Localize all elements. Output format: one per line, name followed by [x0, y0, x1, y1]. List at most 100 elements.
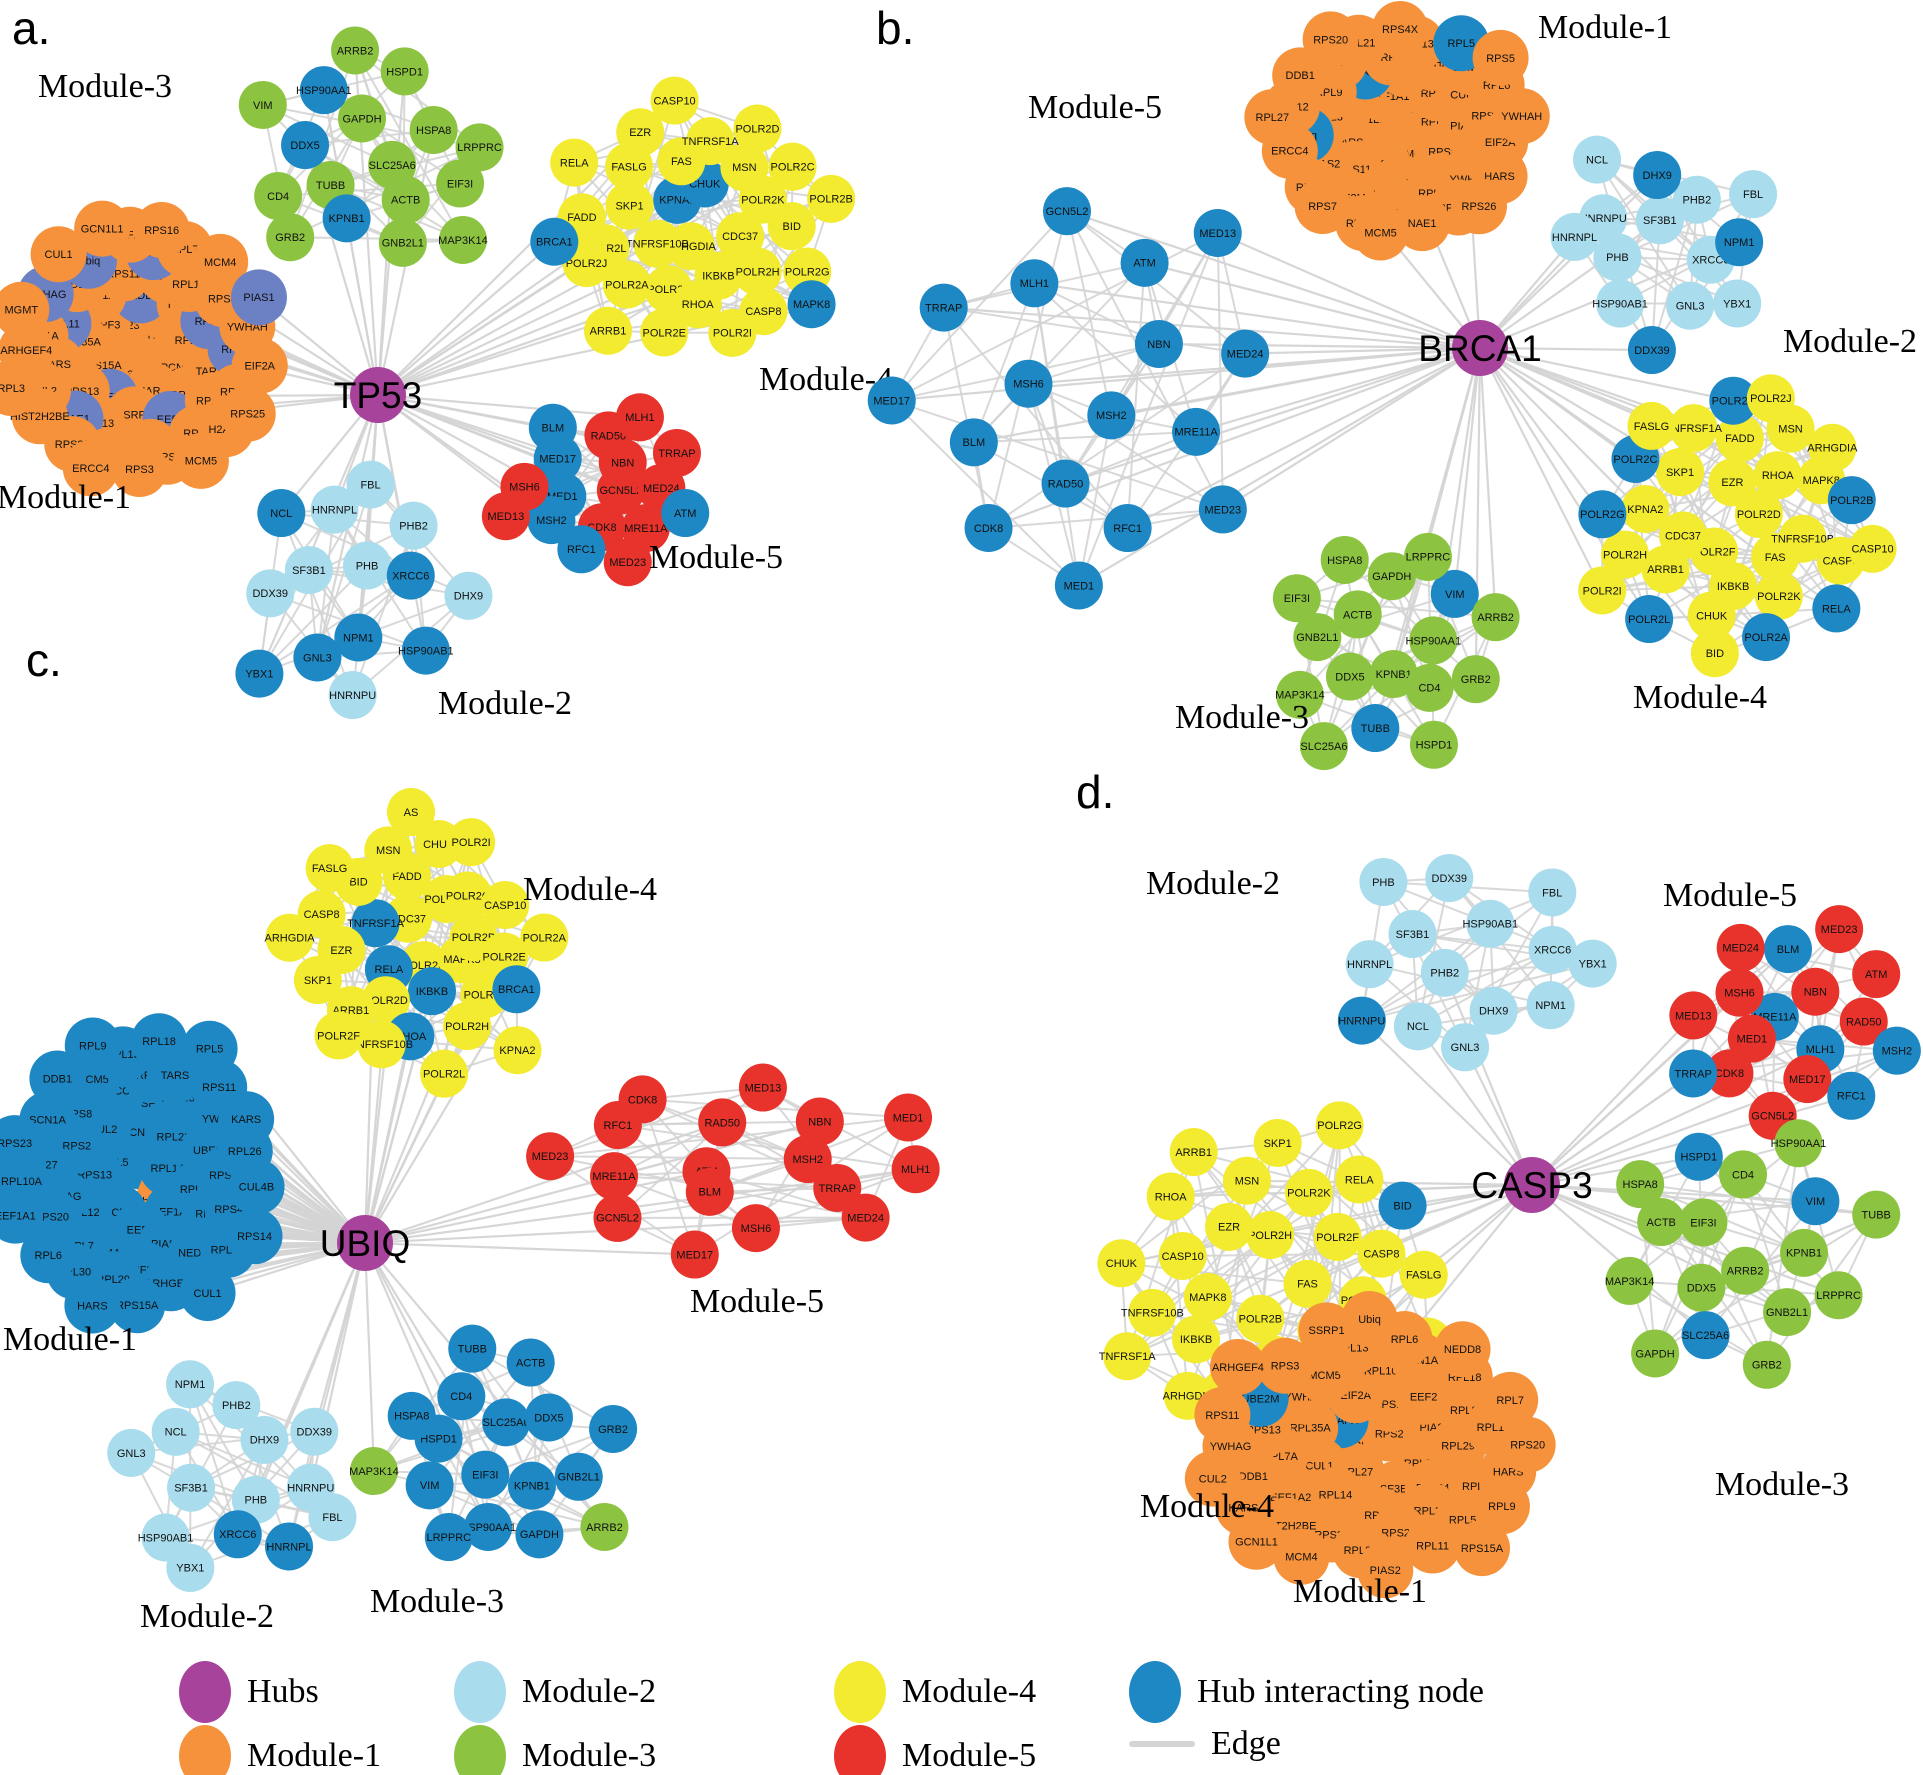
edge-line [1343, 559, 1377, 729]
legend-label: Module-4 [902, 1673, 1037, 1710]
gene-node [1041, 459, 1090, 508]
gene-label: MAP3K14 [1605, 1276, 1655, 1288]
gene-label: MRE11A [1174, 427, 1218, 439]
gene-node [492, 965, 541, 1014]
gene-node [1257, 1337, 1314, 1394]
gene-node [386, 551, 435, 600]
gene-node [1791, 1177, 1840, 1226]
gene-label: NCL [165, 1427, 187, 1439]
gene-label: DHX9 [1643, 170, 1672, 182]
gene-node [1716, 923, 1765, 972]
edge-line [428, 1361, 532, 1486]
gene-node [111, 441, 168, 498]
gene-label: IKBKB [1180, 1334, 1212, 1346]
gene-node [507, 1461, 556, 1510]
gene-label: MCM5 [185, 456, 217, 468]
gene-label: TNFRSF10B [1771, 534, 1834, 546]
gene-label: SF3B1 [1643, 215, 1677, 227]
gene-label: CASP8 [745, 306, 781, 318]
gene-node [290, 1407, 339, 1456]
gene-label: MED24 [643, 483, 680, 495]
gene-node [527, 496, 576, 545]
gene-label: GRB2 [275, 232, 305, 244]
edge-line [1126, 262, 1146, 529]
legend-label: Module-1 [247, 1737, 382, 1774]
hub-node [350, 367, 406, 423]
gene-node [1815, 905, 1864, 954]
gene-node [1103, 1332, 1152, 1381]
gene-label: TNFRSF1A [347, 918, 405, 930]
gene-label: MED23 [609, 557, 646, 569]
gene-node [351, 899, 400, 948]
gene-node [447, 818, 496, 867]
edge-line [1650, 199, 1698, 351]
gene-label: HSPD1 [386, 66, 423, 78]
hub-edge [1531, 1014, 1695, 1186]
gene-node [338, 94, 387, 143]
gene-node [213, 1510, 262, 1559]
gene-label: MRE11A [624, 523, 668, 535]
gene-node [673, 280, 722, 329]
gene-node [1335, 1155, 1384, 1204]
gene-node [1814, 1271, 1863, 1320]
gene-label: RELA [375, 964, 404, 976]
gene-label: GNL3 [303, 652, 332, 664]
gene-label: MED17 [676, 1249, 713, 1261]
gene-node [1526, 981, 1575, 1030]
hub-edge [1479, 346, 1652, 352]
gene-label: MSH6 [509, 482, 540, 494]
gene-label: CASP10 [1851, 544, 1893, 556]
edge-line [891, 399, 1224, 511]
gene-label: RPS7 [1308, 201, 1337, 213]
gene-label: HSPD1 [420, 1433, 457, 1445]
gene-node [1228, 1513, 1285, 1570]
hub-edge [364, 1242, 487, 1476]
gene-node [1337, 996, 1386, 1045]
gene-node [1097, 1239, 1146, 1288]
hub-edge [1361, 1019, 1533, 1186]
gene-node [733, 104, 782, 153]
gene-label: POLR2C [446, 890, 490, 902]
gene-node [1812, 584, 1861, 633]
hub-edge [313, 1242, 367, 1433]
gene-label: MED23 [1204, 504, 1241, 516]
gene-node [891, 1145, 940, 1194]
gene-label: UBE2M [1242, 1394, 1280, 1406]
gene-label: MED23 [1821, 924, 1858, 936]
gene-node [436, 159, 485, 208]
edge-line [354, 49, 464, 241]
legend-item-module-2: Module-2 [454, 1661, 656, 1723]
gene-label: CUL2 [1199, 1473, 1227, 1485]
gene-label: RPL5 [1447, 38, 1475, 50]
gene-label: POLR2E [643, 327, 686, 339]
module-label: Module-1 [3, 1321, 137, 1358]
hub-edge [377, 393, 641, 419]
gene-node [1672, 175, 1721, 224]
gene-node [633, 219, 682, 268]
gene-node [1839, 997, 1888, 1046]
gene-label: BLM [542, 423, 565, 435]
gene-node [1573, 135, 1622, 184]
gene-label: ATM [674, 508, 696, 520]
gene-node [1399, 1250, 1448, 1299]
gene-node [524, 1393, 573, 1442]
gene-label: CASP8 [1363, 1249, 1399, 1261]
gene-node [602, 260, 651, 309]
gene-label: SLC25A6 [1300, 741, 1347, 753]
gene-label: GNL3 [1676, 301, 1705, 313]
gene-label: CUL1 [194, 1288, 222, 1300]
gene-label: MED1 [1737, 1033, 1768, 1045]
gene-node [438, 215, 487, 264]
gene-node [167, 1463, 216, 1512]
hub-edge [973, 346, 1481, 444]
gene-label: RPS11 [202, 1082, 236, 1094]
panel-letter: b. [876, 2, 914, 54]
gene-node [166, 1543, 215, 1592]
gene-label: MED24 [1227, 348, 1264, 360]
gene-node [605, 181, 654, 230]
gene-node [1727, 1014, 1776, 1063]
gene-node [1605, 1256, 1654, 1305]
gene-label: POLR2C [771, 162, 815, 174]
gene-label: HARS [1484, 171, 1515, 183]
gene-label: POLR2E [482, 951, 525, 963]
